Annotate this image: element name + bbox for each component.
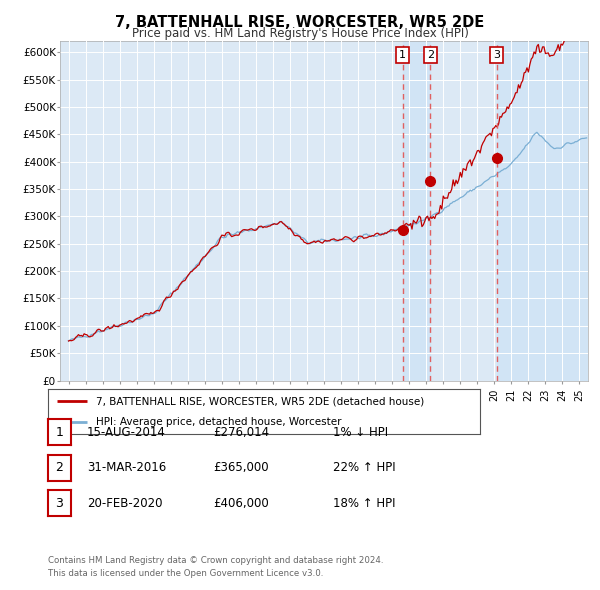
Text: 7, BATTENHALL RISE, WORCESTER, WR5 2DE (detached house): 7, BATTENHALL RISE, WORCESTER, WR5 2DE (… — [95, 396, 424, 407]
Text: 15-AUG-2014: 15-AUG-2014 — [87, 426, 166, 439]
Text: 20-FEB-2020: 20-FEB-2020 — [87, 497, 163, 510]
Text: HPI: Average price, detached house, Worcester: HPI: Average price, detached house, Worc… — [95, 417, 341, 427]
Text: 2: 2 — [55, 461, 64, 474]
Text: 1: 1 — [399, 50, 406, 60]
Text: 3: 3 — [493, 50, 500, 60]
Bar — [497, 41, 588, 381]
Text: This data is licensed under the Open Government Licence v3.0.: This data is licensed under the Open Gov… — [48, 569, 323, 578]
Text: £365,000: £365,000 — [213, 461, 269, 474]
Text: Contains HM Land Registry data © Crown copyright and database right 2024.: Contains HM Land Registry data © Crown c… — [48, 556, 383, 565]
Text: Price paid vs. HM Land Registry's House Price Index (HPI): Price paid vs. HM Land Registry's House … — [131, 27, 469, 40]
Bar — [403, 41, 430, 381]
Text: 31-MAR-2016: 31-MAR-2016 — [87, 461, 166, 474]
Text: 18% ↑ HPI: 18% ↑ HPI — [333, 497, 395, 510]
Text: 1: 1 — [55, 426, 64, 439]
Text: 2: 2 — [427, 50, 434, 60]
Text: £406,000: £406,000 — [213, 497, 269, 510]
Text: 3: 3 — [55, 497, 64, 510]
Text: 22% ↑ HPI: 22% ↑ HPI — [333, 461, 395, 474]
Text: £276,014: £276,014 — [213, 426, 269, 439]
Text: 1% ↓ HPI: 1% ↓ HPI — [333, 426, 388, 439]
Text: 7, BATTENHALL RISE, WORCESTER, WR5 2DE: 7, BATTENHALL RISE, WORCESTER, WR5 2DE — [115, 15, 485, 30]
